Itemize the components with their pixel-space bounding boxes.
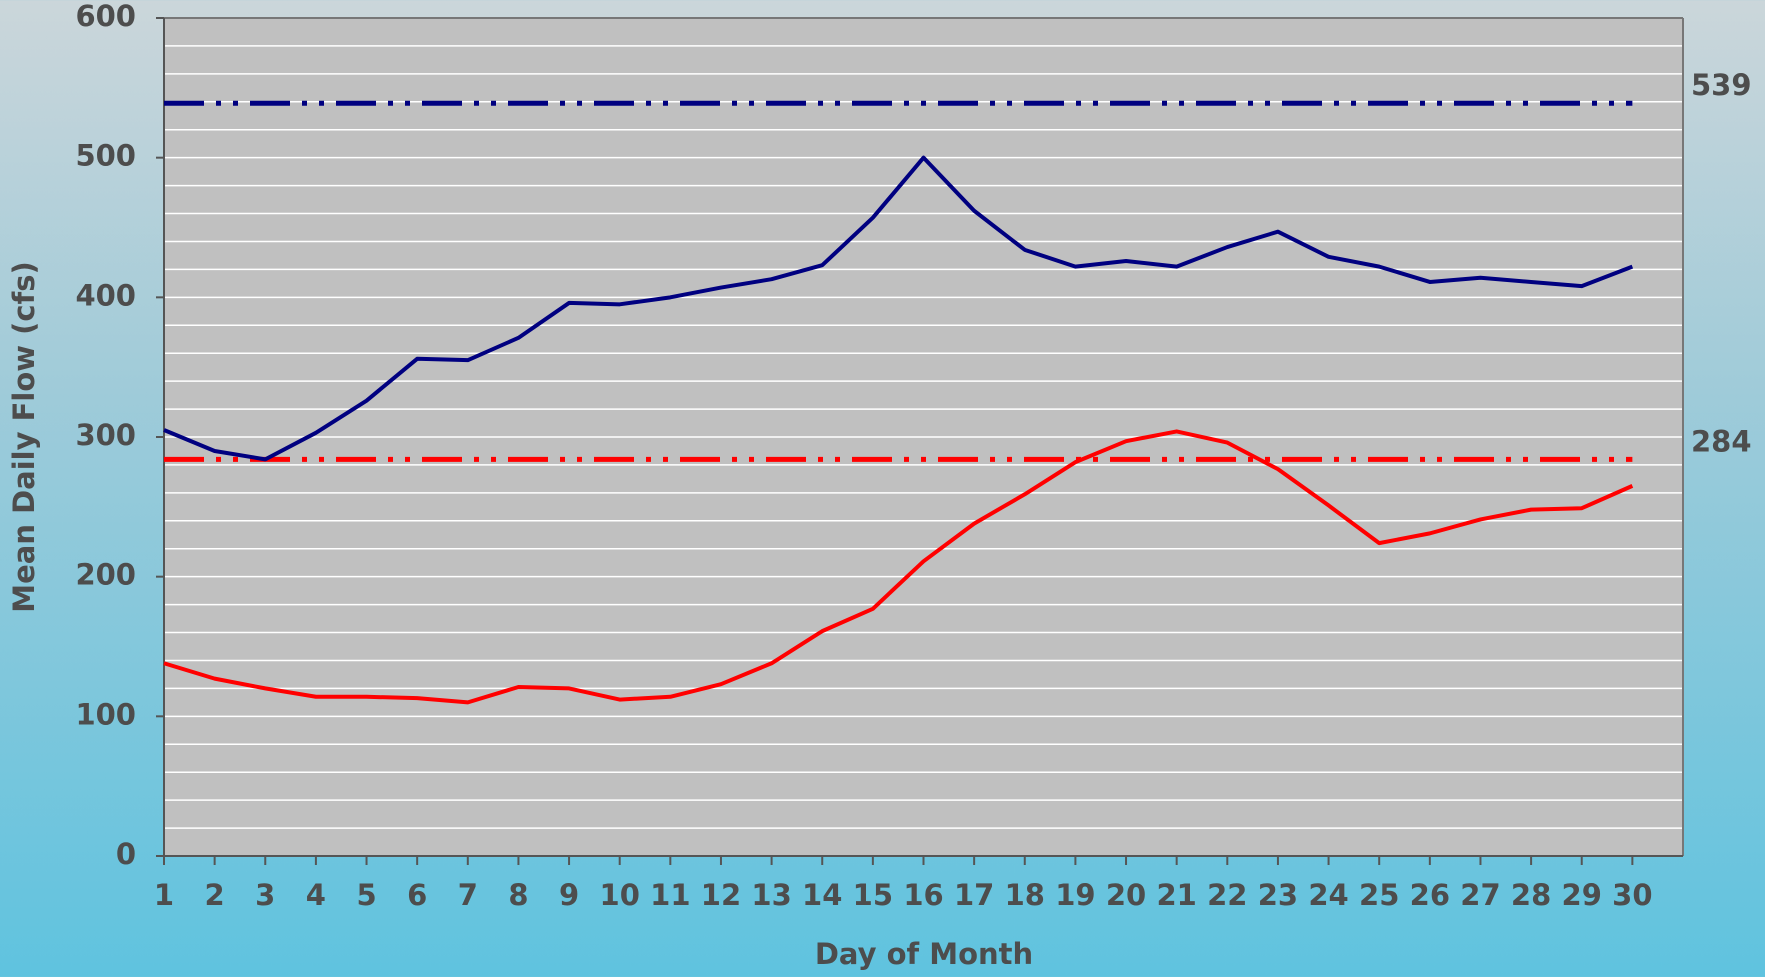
x-tick-label: 23 (1258, 878, 1298, 912)
x-tick-label: 11 (650, 878, 690, 912)
x-tick-label: 15 (853, 878, 893, 912)
series-line (163, 155, 1634, 462)
reference-label: 284 (1691, 424, 1752, 458)
x-tick-label: 20 (1106, 878, 1146, 912)
x-tick-label: 4 (306, 878, 326, 912)
x-tick-label: 21 (1156, 878, 1196, 912)
x-tick-label: 30 (1612, 878, 1652, 912)
y-tick-label: 0 (116, 837, 136, 871)
x-tick-label: 25 (1359, 878, 1399, 912)
reference-label: 539 (1691, 68, 1752, 102)
x-tick-label: 8 (508, 878, 528, 912)
x-tick-label: 9 (559, 878, 579, 912)
x-axis-label: Day of Month (815, 937, 1033, 971)
x-tick-label: 5 (356, 878, 376, 912)
x-tick-label: 10 (600, 878, 640, 912)
y-tick-label: 300 (75, 418, 136, 452)
x-tick-label: 3 (255, 878, 275, 912)
y-tick-label: 500 (75, 139, 136, 173)
x-tick-label: 12 (701, 878, 741, 912)
x-tick-label: 28 (1511, 878, 1551, 912)
x-tick-label: 2 (205, 878, 225, 912)
x-tick-label: 18 (1005, 878, 1045, 912)
series-line (163, 429, 1634, 705)
y-axis-label: Mean Daily Flow (cfs) (7, 261, 41, 613)
x-tick-label: 24 (1308, 878, 1348, 912)
y-tick-label: 100 (75, 697, 136, 731)
x-tick-label: 13 (751, 878, 791, 912)
x-tick-label: 22 (1207, 878, 1247, 912)
x-tick-label: 27 (1460, 878, 1500, 912)
x-tick-label: 7 (458, 878, 478, 912)
y-tick-label: 600 (75, 0, 136, 33)
x-tick-label: 1 (154, 878, 174, 912)
x-tick-label: 19 (1055, 878, 1095, 912)
x-tick-label: 26 (1410, 878, 1450, 912)
x-tick-label: 16 (903, 878, 943, 912)
x-tick-label: 6 (407, 878, 427, 912)
y-tick-label: 200 (75, 558, 136, 592)
y-tick-label: 400 (75, 278, 136, 312)
x-tick-label: 17 (954, 878, 994, 912)
x-tick-label: 29 (1562, 878, 1602, 912)
x-tick-label: 14 (802, 878, 842, 912)
